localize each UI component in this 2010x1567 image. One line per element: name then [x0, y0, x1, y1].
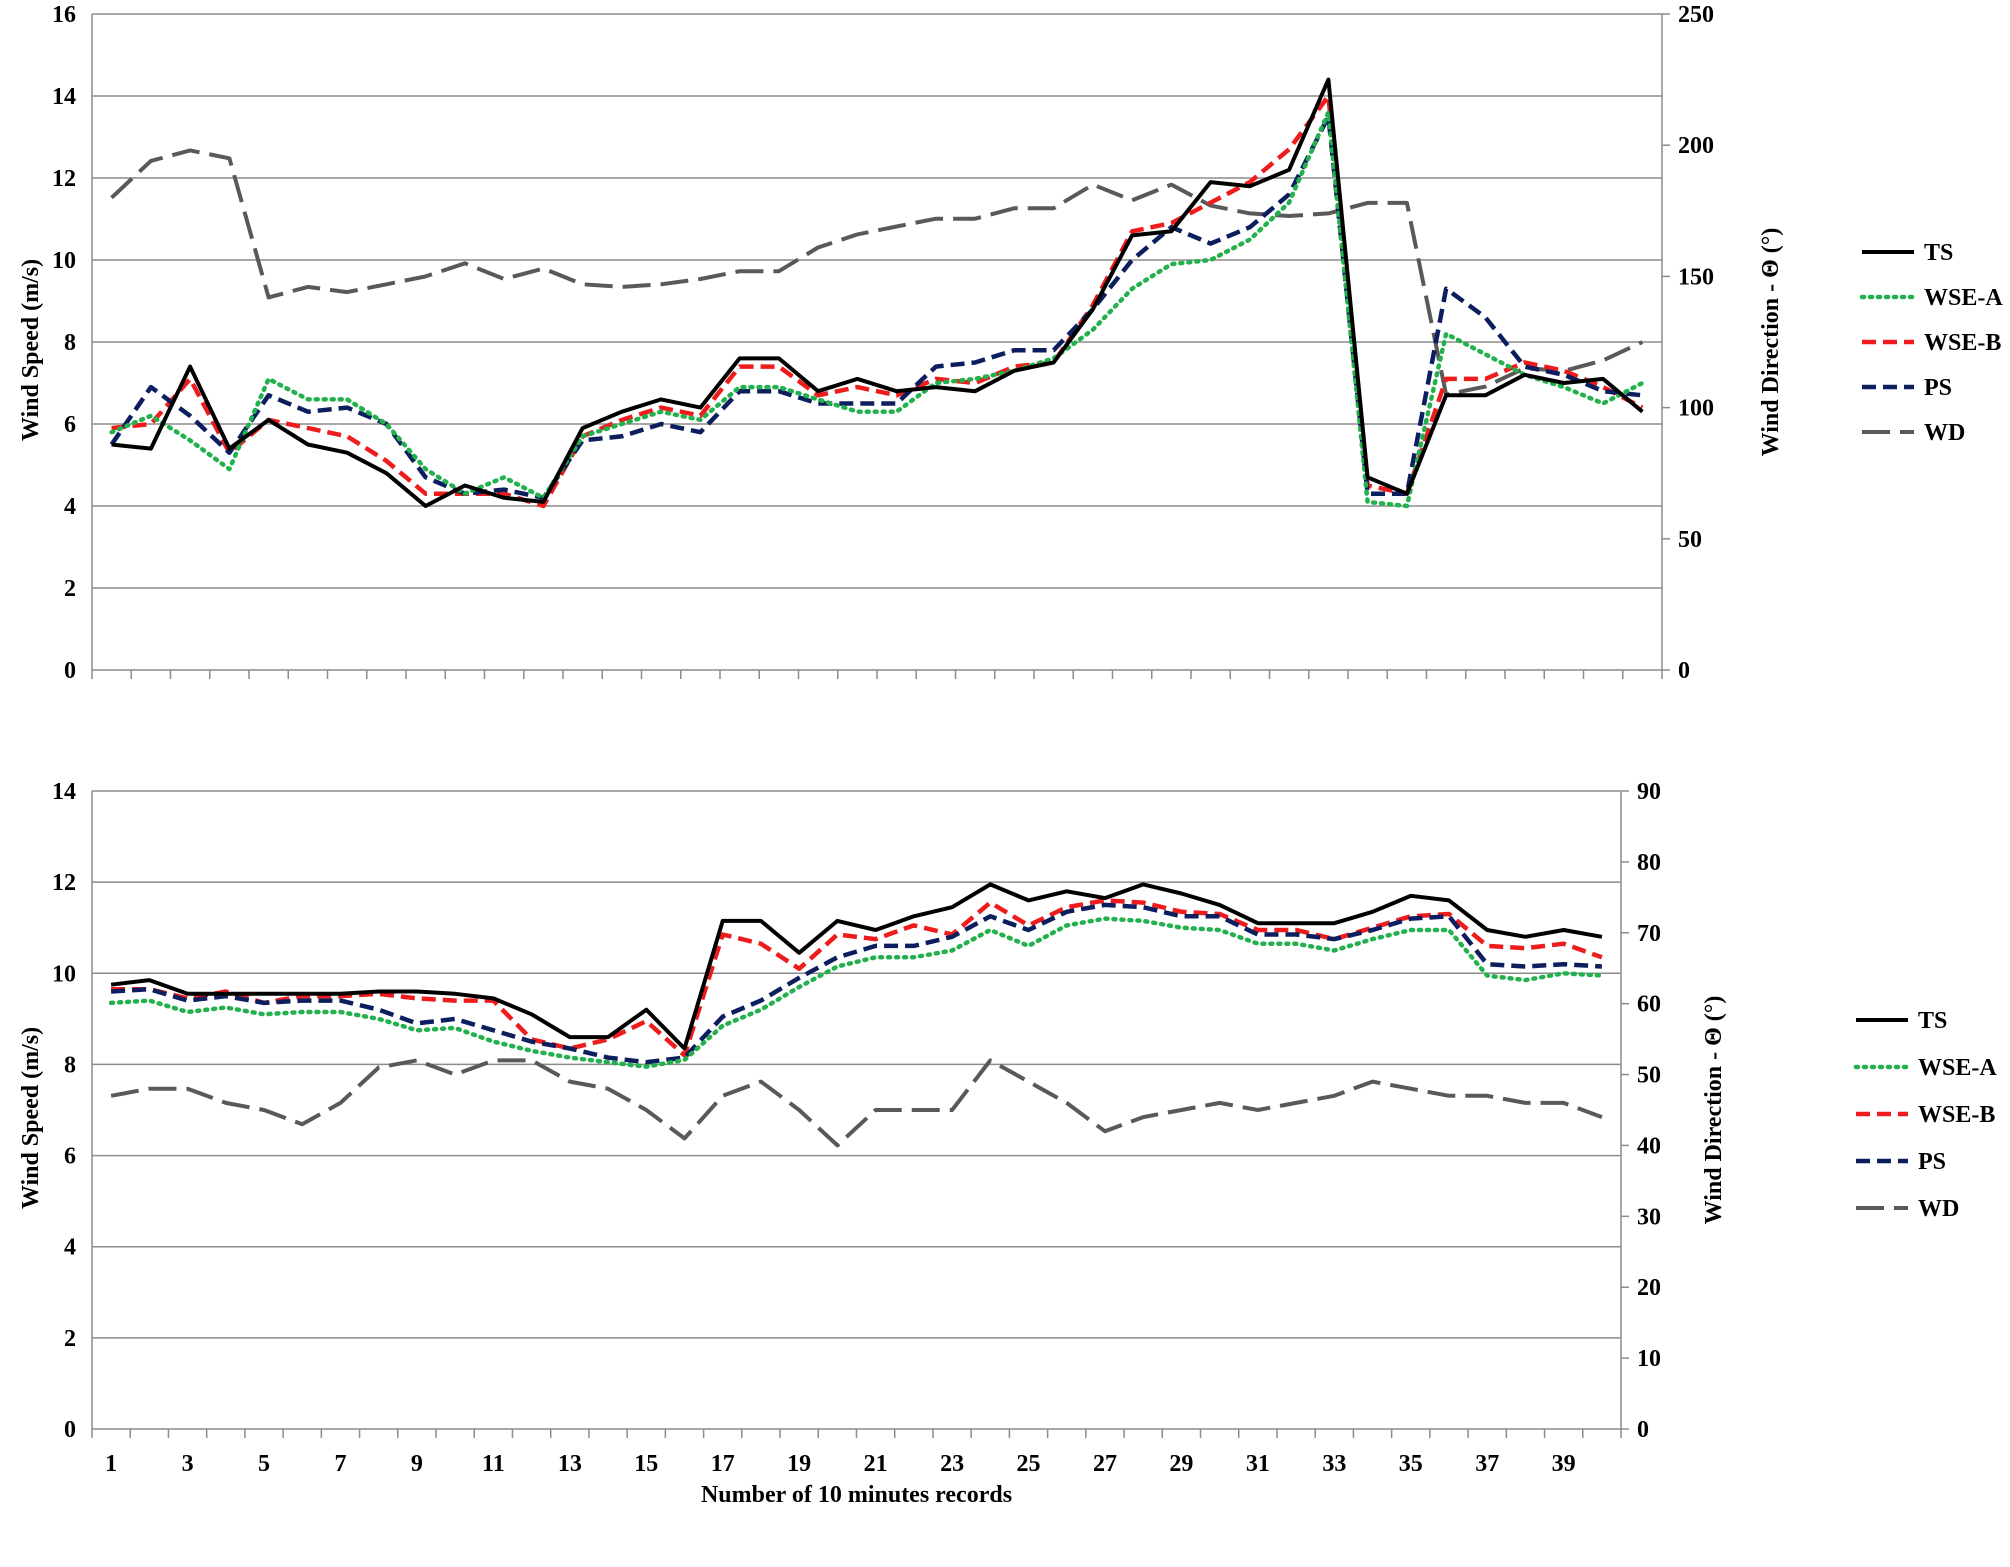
y-tick-label: 2	[64, 1326, 76, 1352]
y-tick-label: 14	[52, 84, 76, 110]
y2-tick-label: 10	[1637, 1346, 1661, 1372]
legend-label-wse-a: WSE-A	[1924, 285, 2003, 311]
legend-label-wse-b: WSE-B	[1924, 330, 2001, 356]
y-axis-title: Wind Speed (m/s)	[18, 1027, 44, 1209]
y2-axis-title: Wind Direction - Θ (°)	[1701, 996, 1727, 1225]
x-tick-label: 17	[711, 1451, 735, 1477]
x-tick-label: 31	[1246, 1451, 1270, 1477]
series-line-ps	[109, 114, 1643, 501]
y2-tick-label: 40	[1637, 1133, 1661, 1159]
series-line-wd	[110, 148, 1644, 397]
y-tick-label: 6	[64, 1144, 76, 1170]
x-tick-label: 25	[1017, 1451, 1041, 1477]
series-line-wse-b	[111, 898, 1603, 1058]
x-tick-label: 29	[1169, 1451, 1193, 1477]
y2-tick-label: 0	[1678, 658, 1690, 684]
y2-tick-label: 90	[1637, 779, 1661, 805]
x-tick-label: 19	[787, 1451, 811, 1477]
x-tick-label: 39	[1552, 1451, 1576, 1477]
x-tick-label: 35	[1399, 1451, 1423, 1477]
legend-label-ts: TS	[1918, 1008, 1947, 1034]
y2-axis-title: Wind Direction - Θ (°)	[1758, 228, 1784, 457]
x-tick-label: 21	[864, 1451, 888, 1477]
series-line-ts	[111, 77, 1644, 508]
legend-label-ts: TS	[1924, 240, 1953, 266]
x-tick-label: 23	[940, 1451, 964, 1477]
y2-tick-label: 150	[1678, 264, 1714, 290]
y2-tick-label: 30	[1637, 1204, 1661, 1230]
y2-tick-label: 50	[1678, 527, 1702, 553]
y-tick-label: 14	[52, 779, 76, 805]
y2-tick-label: 80	[1637, 850, 1661, 876]
y-tick-label: 8	[64, 330, 76, 356]
x-tick-label: 7	[334, 1451, 346, 1477]
series-line-wse-a	[108, 916, 1605, 1069]
y2-tick-label: 60	[1637, 992, 1661, 1018]
x-tick-label: 1	[105, 1451, 117, 1477]
x-tick-label: 9	[411, 1451, 423, 1477]
series-line-wse-b	[111, 93, 1644, 509]
series-line-ps	[110, 902, 1603, 1065]
y-tick-label: 8	[64, 1052, 76, 1078]
legend-label-wse-a: WSE-A	[1918, 1055, 1997, 1081]
series-line-ts	[110, 882, 1603, 1051]
y-tick-label: 4	[64, 1235, 76, 1261]
legend-label-wd: WD	[1918, 1196, 1959, 1222]
legend-label-ps: PS	[1924, 375, 1952, 401]
series-line-wse-a	[109, 110, 1645, 509]
x-tick-label: 11	[482, 1451, 505, 1477]
legend-label-wd: WD	[1924, 420, 1965, 446]
y-tick-label: 10	[52, 248, 76, 274]
x-tick-label: 37	[1475, 1451, 1499, 1477]
y2-tick-label: 70	[1637, 921, 1661, 947]
y-tick-label: 12	[52, 166, 76, 192]
y2-tick-label: 0	[1637, 1417, 1649, 1443]
legend-label-ps: PS	[1918, 1149, 1946, 1175]
y-tick-label: 12	[52, 870, 76, 896]
series-line-wd	[110, 1058, 1603, 1148]
y2-tick-label: 100	[1678, 396, 1714, 422]
legend-label-wse-b: WSE-B	[1918, 1102, 1995, 1128]
wind-chart-top: 0 2 4 6 8 10 12 14 16 0 50 100 150 200 250 Wind Speed (…	[18, 2, 2003, 684]
x-tick-label: 5	[258, 1451, 270, 1477]
x-tick-label: 33	[1322, 1451, 1346, 1477]
y-tick-label: 2	[64, 576, 76, 602]
x-tick-label: 27	[1093, 1451, 1117, 1477]
legend: TS WSE-A WSE-B PS WD	[1859, 240, 2003, 446]
legend: TS WSE-A WSE-B PS WD	[1853, 1008, 1997, 1222]
y-tick-label: 0	[64, 658, 76, 684]
y2-tick-label: 50	[1637, 1063, 1661, 1089]
x-axis-title: Number of 10 minutes records	[701, 1482, 1012, 1508]
y-axis-title: Wind Speed (m/s)	[18, 259, 44, 441]
x-tick-label: 15	[634, 1451, 658, 1477]
y2-tick-label: 20	[1637, 1275, 1661, 1301]
y2-tick-label: 250	[1678, 2, 1714, 28]
y-tick-label: 0	[64, 1417, 76, 1443]
y2-tick-label: 200	[1678, 133, 1714, 159]
x-tick-label: 3	[182, 1451, 194, 1477]
y-tick-label: 10	[52, 961, 76, 987]
y-tick-label: 16	[52, 2, 76, 28]
x-tick-label: 13	[558, 1451, 582, 1477]
y-tick-label: 4	[64, 494, 76, 520]
y-tick-label: 6	[64, 412, 76, 438]
